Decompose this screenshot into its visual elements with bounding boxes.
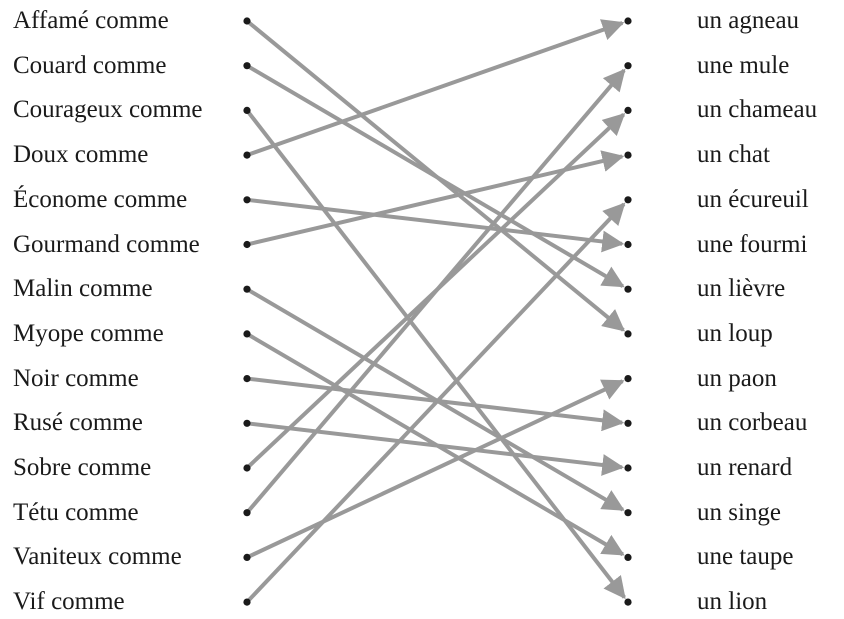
left-dot-4: [243, 196, 251, 204]
right-item-2: un chameau: [697, 96, 818, 124]
left-item-12: Vaniteux comme: [13, 543, 182, 571]
right-item-0: un agneau: [697, 7, 800, 34]
left-item-7: Myope comme: [13, 319, 164, 347]
connection-arrow-9: [246, 421, 625, 476]
left-dot-10: [243, 464, 251, 472]
left-dot-3: [243, 151, 251, 159]
left-dot-1: [243, 62, 251, 70]
left-dot-12: [243, 553, 251, 562]
left-dot-8: [243, 375, 251, 383]
arrows-layer: [245, 19, 626, 604]
right-item-4: un écureuil: [697, 185, 809, 213]
left-dot-11: [243, 509, 251, 517]
right-dot-8: [624, 375, 632, 383]
left-item-2: Courageux comme: [13, 96, 203, 124]
left-dot-2: [243, 106, 251, 114]
right-dot-3: [624, 151, 632, 159]
right-dot-12: [624, 553, 632, 562]
connection-arrow-3: [246, 19, 625, 157]
connection-arrow-1: [245, 63, 625, 288]
left-item-8: Noir comme: [13, 364, 139, 392]
left-dot-5: [243, 240, 251, 249]
left-item-3: Doux comme: [13, 141, 149, 169]
right-dot-13: [624, 598, 632, 606]
left-item-10: Sobre comme: [13, 454, 152, 481]
connection-arrow-8: [246, 376, 625, 432]
left-item-1: Couard comme: [13, 51, 167, 79]
right-item-11: un singe: [697, 498, 782, 526]
left-item-0: Affamé comme: [13, 7, 169, 34]
left-dot-9: [243, 419, 251, 427]
right-item-7: un loup: [697, 319, 773, 347]
right-item-8: un paon: [697, 364, 777, 392]
left-dot-13: [243, 598, 251, 606]
right-item-12: une taupe: [697, 543, 794, 571]
right-dot-0: [624, 17, 632, 25]
right-item-10: un renard: [697, 454, 793, 481]
right-item-1: une mule: [697, 51, 790, 79]
right-dot-9: [624, 419, 632, 427]
right-dot-10: [624, 464, 632, 472]
connection-arrow-4: [246, 197, 625, 253]
left-item-4: Économe comme: [13, 185, 188, 213]
right-item-3: un chat: [697, 141, 770, 169]
left-dot-6: [243, 285, 251, 293]
right-dot-4: [624, 196, 632, 204]
right-dot-7: [624, 330, 632, 338]
right-item-5: une fourmi: [697, 230, 808, 258]
left-item-13: Vif comme: [13, 588, 125, 616]
right-dot-5: [624, 240, 632, 249]
right-dot-2: [624, 106, 632, 114]
right-item-13: un lion: [697, 588, 768, 616]
dots-layer: [243, 17, 632, 606]
right-dot-1: [624, 62, 632, 70]
left-item-5: Gourmand comme: [13, 230, 200, 258]
connection-arrow-12: [246, 379, 625, 560]
right-item-6: un lièvre: [697, 275, 786, 303]
left-item-6: Malin comme: [13, 275, 153, 303]
left-dot-7: [243, 330, 251, 338]
left-item-11: Tétu comme: [13, 498, 139, 526]
right-dot-6: [624, 285, 632, 293]
connection-arrow-5: [246, 150, 625, 247]
connection-arrow-11: [245, 68, 626, 514]
connection-arrow-13: [245, 202, 626, 604]
right-dot-11: [624, 509, 632, 517]
right-item-9: un corbeau: [697, 409, 808, 437]
left-item-9: Rusé comme: [13, 409, 143, 437]
left-dot-0: [243, 17, 251, 25]
